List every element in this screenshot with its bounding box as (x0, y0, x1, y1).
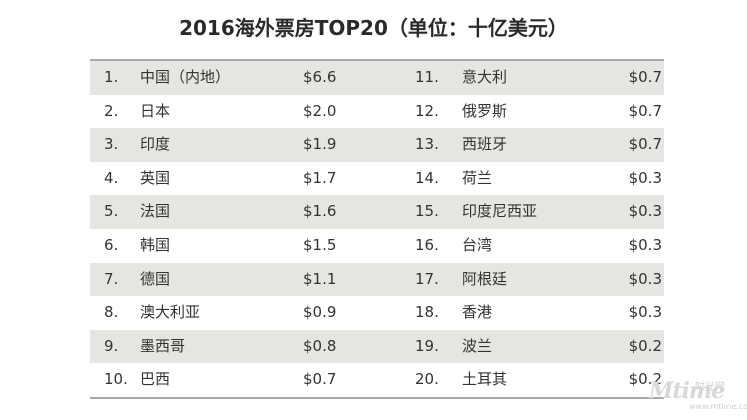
table-row: 8. 澳大利亚 $0.9 18. 香港 $0.3 (90, 296, 664, 330)
rank-left: 5. (104, 202, 119, 221)
gross-left: $0.9 (303, 303, 337, 322)
gross-right: $0.7 (628, 101, 662, 120)
rank-right: 18. (415, 303, 439, 322)
market-left: 巴西 (140, 370, 171, 389)
watermark-url: www.mtime.com (689, 402, 747, 411)
table-row: 9. 墨西哥 $0.8 19. 波兰 $0.2 (90, 329, 664, 364)
rank-right: 17. (415, 269, 439, 288)
rank-left: 1. (104, 68, 119, 86)
table-row: 6. 韩国 $1.5 16. 台湾 $0.3 (90, 229, 664, 263)
market-left: 印度 (140, 135, 171, 154)
gross-left: $1.7 (303, 168, 337, 187)
rank-left: 10. (104, 370, 128, 389)
rank-right: 16. (415, 235, 439, 254)
table-row: 5. 法国 $1.6 15. 印度尼西亚 $0.3 (90, 195, 664, 229)
mtime-watermark: Mtime 时光网 www.mtime.com (649, 376, 747, 416)
rank-right: 11. (415, 68, 439, 86)
gross-right: $0.3 (628, 303, 662, 322)
rank-left: 3. (104, 135, 119, 154)
rank-right: 20. (415, 370, 439, 389)
gross-right: $0.3 (628, 235, 662, 254)
market-left: 中国（内地） (140, 68, 231, 86)
market-left: 英国 (140, 168, 171, 187)
page-title: 2016海外票房TOP20（单位：十亿美元） (179, 16, 568, 40)
rank-right: 12. (415, 101, 439, 120)
table-top-rule (90, 59, 664, 61)
rank-left: 8. (104, 303, 119, 322)
gross-left: $1.9 (303, 135, 337, 154)
rank-right: 15. (415, 202, 439, 221)
rank-right: 19. (415, 336, 439, 355)
table-row: 10. 巴西 $0.7 20. 土耳其 $0.2 (90, 363, 664, 397)
table-row: 7. 德国 $1.1 17. 阿根廷 $0.3 (90, 262, 664, 297)
market-right: 阿根廷 (462, 269, 508, 288)
gross-right: $0.3 (628, 202, 662, 221)
gross-left: $6.6 (303, 68, 337, 86)
gross-right: $0.7 (628, 135, 662, 154)
gross-left: $2.0 (303, 101, 337, 120)
market-right: 西班牙 (462, 135, 508, 154)
gross-left: $1.1 (303, 269, 337, 288)
gross-left: $0.7 (303, 370, 337, 389)
rank-left: 2. (104, 101, 119, 120)
rank-left: 9. (104, 336, 119, 355)
gross-right: $0.2 (628, 336, 662, 355)
market-right: 香港 (462, 303, 493, 322)
market-left: 法国 (140, 202, 171, 221)
rank-right: 14. (415, 168, 439, 187)
gross-left: $0.8 (303, 336, 337, 355)
rank-left: 7. (104, 269, 119, 288)
gross-right: $0.3 (628, 168, 662, 187)
ranking-table: 1. 中国（内地） $6.6 11. 意大利 $0.7 2. 日本 $2.0 1… (90, 61, 664, 397)
table-row: 2. 日本 $2.0 12. 俄罗斯 $0.7 (90, 95, 664, 129)
market-left: 韩国 (140, 235, 171, 254)
rank-left: 4. (104, 168, 119, 187)
gross-right: $0.2 (628, 370, 662, 389)
rank-right: 13. (415, 135, 439, 154)
market-right: 荷兰 (462, 168, 493, 187)
market-left: 日本 (140, 101, 171, 120)
market-right: 俄罗斯 (462, 101, 508, 120)
market-right: 意大利 (462, 68, 508, 86)
gross-left: $1.5 (303, 235, 337, 254)
watermark-name: 时光网 (695, 382, 725, 393)
watermark-logo: Mtime (649, 378, 725, 404)
table-row: 1. 中国（内地） $6.6 11. 意大利 $0.7 (90, 61, 664, 95)
market-left: 墨西哥 (140, 336, 186, 355)
gross-left: $1.6 (303, 202, 337, 221)
table-bottom-rule (90, 397, 664, 399)
market-left: 澳大利亚 (140, 303, 201, 322)
rank-left: 6. (104, 235, 119, 254)
market-right: 台湾 (462, 235, 493, 254)
market-right: 印度尼西亚 (462, 202, 538, 221)
table-row: 3. 印度 $1.9 13. 西班牙 $0.7 (90, 128, 664, 162)
gross-right: $0.7 (628, 68, 662, 86)
market-right: 土耳其 (462, 370, 508, 389)
market-right: 波兰 (462, 336, 493, 355)
market-left: 德国 (140, 269, 171, 288)
table-row: 4. 英国 $1.7 14. 荷兰 $0.3 (90, 162, 664, 196)
gross-right: $0.3 (628, 269, 662, 288)
